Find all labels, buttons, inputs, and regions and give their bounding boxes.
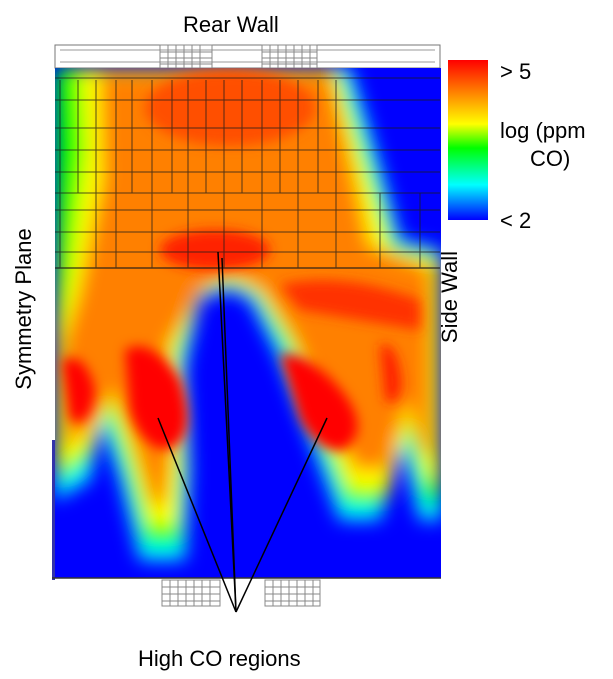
high-co-regions-label: High CO regions (138, 646, 301, 671)
symmetry-plane-label: Symmetry Plane (11, 228, 36, 390)
side-wall-label: Side Wall (437, 250, 462, 344)
colorbar-title-line1: log (ppm (500, 118, 586, 143)
rear-wall-label: Rear Wall (183, 12, 279, 37)
colorbar-min-label: < 2 (500, 208, 532, 233)
co-contour-field (55, 68, 441, 578)
burner-bottom-left (161, 579, 221, 607)
callout-lines (157, 251, 328, 613)
mesh-grid-overlay (55, 77, 440, 269)
colorbar-title-line2: CO) (530, 146, 571, 171)
colorbar-max-label: > 5 (500, 59, 532, 84)
rear-wall-strip (54, 44, 441, 69)
colorbar (448, 60, 488, 220)
symmetry-boundary (52, 440, 55, 580)
burner-bottom-right (264, 579, 321, 607)
